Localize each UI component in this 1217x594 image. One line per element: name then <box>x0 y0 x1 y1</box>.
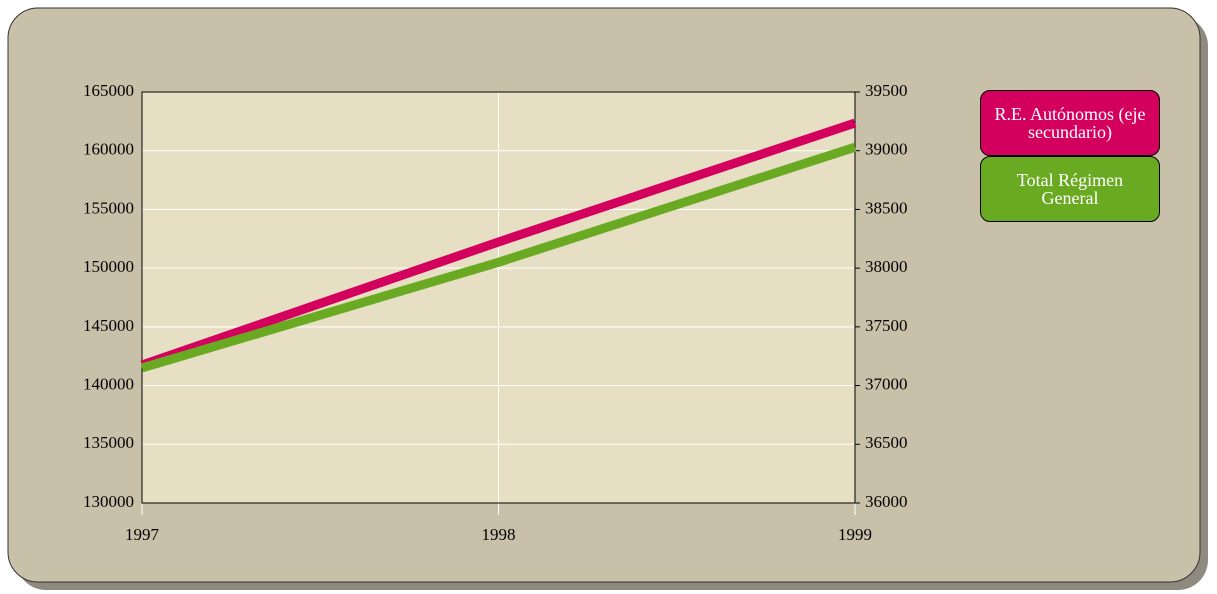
y2-tick-label: 36500 <box>865 433 908 452</box>
x-tick-label: 1999 <box>838 525 872 544</box>
y2-tick-label: 37000 <box>865 374 908 393</box>
y-tick-label: 165000 <box>83 81 134 100</box>
y2-tick-label: 39500 <box>865 81 908 100</box>
y-tick-label: 135000 <box>83 433 134 452</box>
y2-tick-label: 37500 <box>865 316 908 335</box>
y-tick-label: 140000 <box>83 374 134 393</box>
series-line <box>140 118 857 370</box>
y2-tick-label: 39000 <box>865 140 908 159</box>
legend: R.E. Autónomos (eje secundario) Total Rég… <box>980 90 1160 222</box>
x-tick-label: 1997 <box>125 525 160 544</box>
series-line <box>140 142 857 373</box>
plot-border <box>141 91 856 504</box>
legend-entry: R.E. Autónomos (eje secundario) <box>980 90 1160 156</box>
x-tick-label: 1998 <box>482 525 516 544</box>
y-tick-label: 130000 <box>83 492 134 511</box>
y-tick-label: 155000 <box>83 198 134 217</box>
y2-tick-label: 38000 <box>865 257 908 276</box>
y-tick-label: 150000 <box>83 257 134 276</box>
y2-tick-label: 36000 <box>865 492 908 511</box>
y2-tick-label: 38500 <box>865 198 908 217</box>
y-tick-label: 145000 <box>83 316 134 335</box>
y-tick-label: 160000 <box>83 140 134 159</box>
legend-entry: Total Régimen General <box>980 156 1160 222</box>
